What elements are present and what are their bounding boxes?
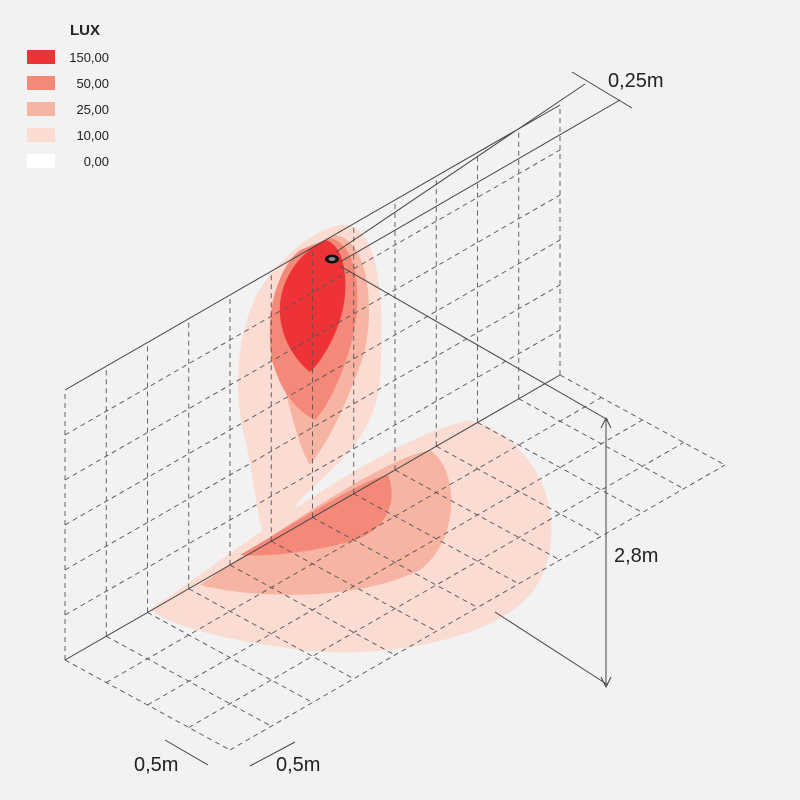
- dim-line: [249, 741, 296, 767]
- floor-depth-line: [477, 422, 643, 513]
- height-line: [494, 611, 609, 686]
- legend-swatch: [27, 154, 55, 168]
- floor-depth-line: [436, 445, 602, 537]
- wall-base: [64, 374, 561, 661]
- offset-line: [339, 99, 621, 263]
- dim-line: [571, 71, 633, 109]
- grid: [64, 104, 726, 751]
- floor-depth-line: [312, 517, 478, 608]
- fixture: [325, 83, 621, 686]
- wall-top: [64, 104, 561, 391]
- legend-label: 25,00: [76, 102, 109, 117]
- floor-depth-line: [147, 612, 313, 703]
- dim-height: 2,8m: [614, 545, 658, 567]
- legend-swatch: [27, 50, 55, 64]
- legend-swatch: [27, 76, 55, 90]
- legend-label: 10,00: [76, 128, 109, 143]
- dim-offset: 0,25m: [608, 70, 664, 92]
- legend: LUX 150,00 50,00 25,00 10,00 0,00: [27, 22, 109, 169]
- dim-arrows: [600, 416, 612, 689]
- dim-grid-y: 0,5m: [276, 754, 320, 776]
- legend-title: LUX: [70, 22, 100, 39]
- light-lens: [328, 257, 336, 261]
- offset-line: [335, 83, 586, 253]
- dim-line: [164, 739, 209, 766]
- dimensions: 0,25m 2,8m 0,5m 0,5m: [134, 70, 664, 776]
- height-line: [339, 265, 609, 421]
- legend-label: 150,00: [69, 50, 109, 65]
- dim-grid-x: 0,5m: [134, 754, 178, 776]
- floor-depth-line: [188, 588, 354, 680]
- legend-swatch: [27, 102, 55, 116]
- legend-label: 50,00: [76, 76, 109, 91]
- legend-swatch: [27, 128, 55, 142]
- legend-label: 0,00: [84, 154, 109, 169]
